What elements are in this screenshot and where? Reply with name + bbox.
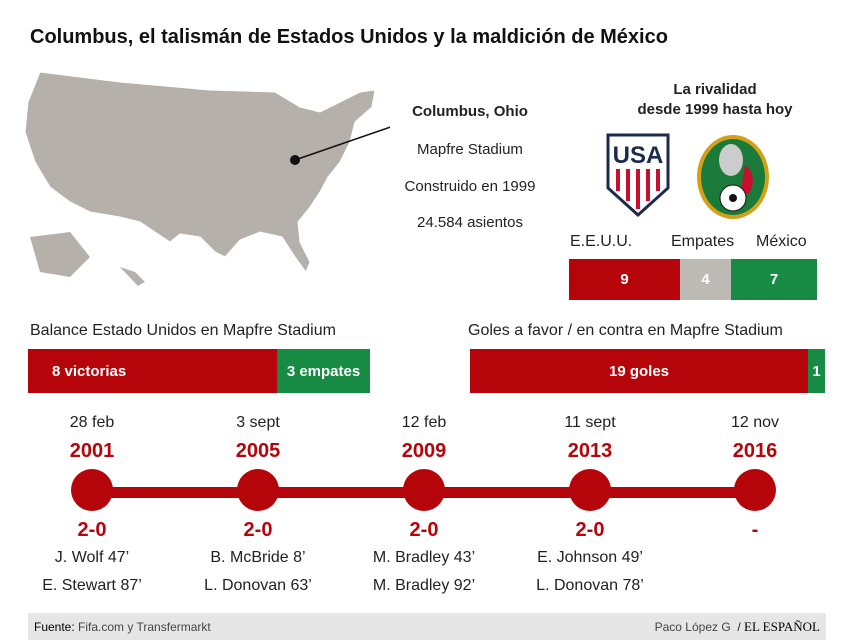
match-date: 11 sept — [564, 414, 616, 431]
timeline-dot — [237, 469, 279, 511]
match-year: 2013 — [567, 440, 613, 462]
footer: Fuente: Fifa.com y Transfermarkt Paco Ló… — [28, 613, 826, 640]
match-year: 2016 — [732, 440, 778, 462]
rivalry-title-line1: La rivalidad — [673, 81, 757, 98]
stadium-built: Construido en 1999 — [404, 178, 536, 195]
match-scorer: E. Stewart 87’ — [42, 577, 142, 594]
match-date: 12 nov — [730, 414, 780, 431]
stadium-city: Columbus, Ohio — [412, 103, 528, 120]
match-year: 2005 — [235, 440, 281, 462]
stadium-name: Mapfre Stadium — [417, 141, 523, 158]
goals-for: 19 goles — [470, 349, 808, 393]
balance-draws: 3 empates — [277, 349, 370, 393]
match-date: 3 sept — [236, 414, 280, 431]
rivalry-label-draws: Empates — [671, 233, 735, 250]
match-date: 12 feb — [401, 414, 447, 431]
rivalry-bar: 9 4 7 — [569, 259, 817, 300]
match-score: - — [751, 519, 759, 541]
usa-crest-icon: USA — [606, 133, 670, 218]
timeline-dot — [569, 469, 611, 511]
match-score: 2-0 — [77, 519, 107, 541]
match-score: 2-0 — [409, 519, 439, 541]
svg-text:USA: USA — [613, 142, 664, 169]
match-year: 2001 — [69, 440, 115, 462]
goals-title: Goles a favor / en contra en Mapfre Stad… — [468, 322, 783, 339]
balance-wins: 8 victorias — [28, 349, 277, 393]
match-score: 2-0 — [243, 519, 273, 541]
page-title: Columbus, el talismán de Estados Unidos … — [30, 26, 668, 48]
match-year: 2009 — [401, 440, 447, 462]
stadium-seats: 24.584 asientos — [417, 214, 523, 231]
timeline-dot — [403, 469, 445, 511]
match-scorer: B. McBride 8’ — [210, 549, 306, 566]
timeline-dot — [734, 469, 776, 511]
source: Fuente: Fifa.com y Transfermarkt — [34, 620, 211, 634]
timeline-dot — [71, 469, 113, 511]
source-text: Fifa.com y Transfermarkt — [78, 619, 211, 634]
author: Paco López G — [654, 619, 731, 634]
match-date: 28 feb — [69, 414, 115, 431]
rivalry-title-line2: desde 1999 hasta hoy — [637, 101, 793, 118]
match-scorer: M. Bradley 43’ — [372, 549, 476, 566]
mexico-crest-icon — [697, 135, 769, 219]
goals-bar: 19 goles 1 — [470, 349, 825, 393]
match-scorer: L. Donovan 78’ — [536, 577, 644, 594]
el-espanol-logo: EL ESPAÑOL — [744, 618, 820, 634]
rivalry-draws: 4 — [680, 259, 731, 300]
rivalry-usa-wins: 9 — [569, 259, 680, 300]
match-score: 2-0 — [575, 519, 605, 541]
rivalry-label-mexico: México — [756, 233, 807, 250]
balance-title: Balance Estado Unidos en Mapfre Stadium — [30, 322, 336, 339]
match-scorer: E. Johnson 49’ — [537, 549, 643, 566]
match-scorer: L. Donovan 63’ — [204, 577, 312, 594]
usa-map — [24, 71, 390, 286]
balance-bar: 8 victorias 3 empates — [28, 349, 370, 393]
match-scorer: M. Bradley 92’ — [372, 577, 476, 594]
source-label: Fuente: — [34, 619, 75, 634]
goals-against: 1 — [808, 349, 825, 393]
rivalry-mexico-wins: 7 — [731, 259, 817, 300]
rivalry-title: La rivalidad desde 1999 hasta hoy — [600, 80, 830, 120]
credits: Paco López G / EL ESPAÑOL — [654, 618, 820, 634]
match-scorer: J. Wolf 47’ — [54, 549, 130, 566]
rivalry-label-usa: E.E.U.U. — [570, 233, 633, 250]
